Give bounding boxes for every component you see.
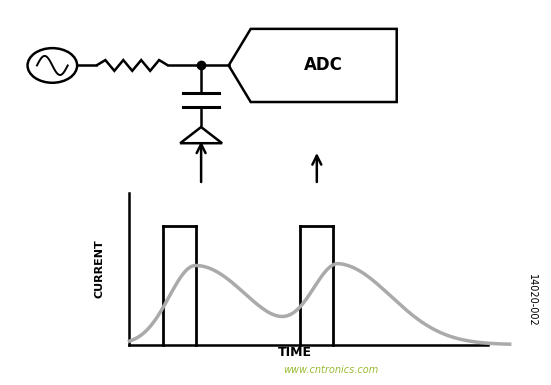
Text: ADC: ADC	[304, 57, 343, 74]
Text: 14020-002: 14020-002	[527, 274, 537, 327]
Text: www.cntronics.com: www.cntronics.com	[283, 365, 378, 375]
Text: TIME: TIME	[278, 346, 312, 359]
Text: CURRENT: CURRENT	[94, 239, 104, 298]
